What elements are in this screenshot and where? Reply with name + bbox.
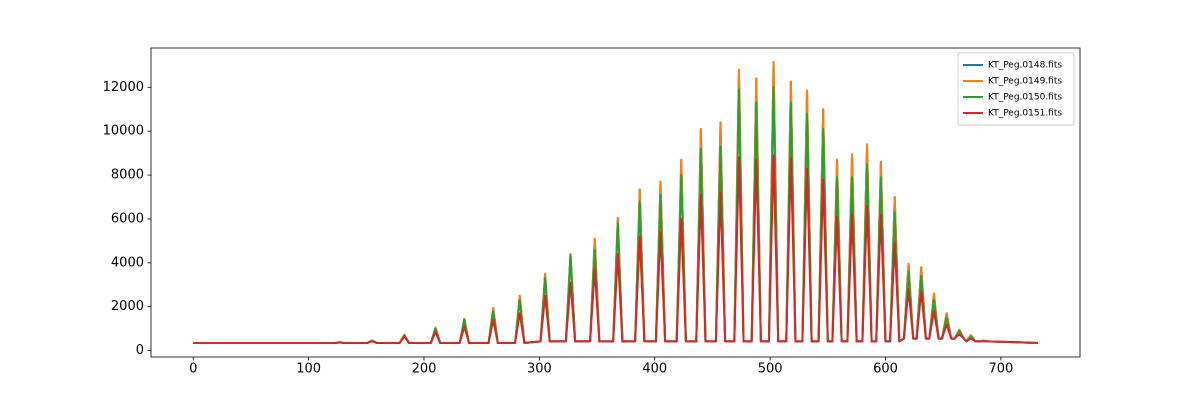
legend-label: KT_Peg.0148.fits xyxy=(988,61,1062,71)
x-tick-label: 600 xyxy=(873,362,898,377)
x-tick-label: 500 xyxy=(758,362,783,377)
x-tick-label: 300 xyxy=(527,362,552,377)
x-tick-label: 400 xyxy=(642,362,667,377)
y-tick-label: 6000 xyxy=(111,211,144,226)
legend-label: KT_Peg.0151.fits xyxy=(988,109,1062,119)
plot-frame xyxy=(150,47,1081,358)
y-tick-label: 8000 xyxy=(111,168,144,183)
x-tick-label: 200 xyxy=(412,362,437,377)
x-tick-label: 700 xyxy=(988,362,1013,377)
y-tick-label: 0 xyxy=(136,343,144,358)
x-tick-label: 0 xyxy=(189,362,197,377)
data-line xyxy=(193,154,1038,344)
legend-label: KT_Peg.0149.fits xyxy=(988,77,1062,87)
y-tick-label: 4000 xyxy=(111,255,144,270)
legend-label: KT_Peg.0150.fits xyxy=(988,93,1062,103)
y-tick-label: 12000 xyxy=(103,80,144,95)
legend: KT_Peg.0148.fits KT_Peg.0149.fits KT_Peg.0… xyxy=(957,52,1075,126)
legend-box xyxy=(957,52,1075,126)
y-tick-label: 2000 xyxy=(111,299,144,314)
x-tick-label: 100 xyxy=(296,362,321,377)
y-tick-label: 10000 xyxy=(103,124,144,139)
